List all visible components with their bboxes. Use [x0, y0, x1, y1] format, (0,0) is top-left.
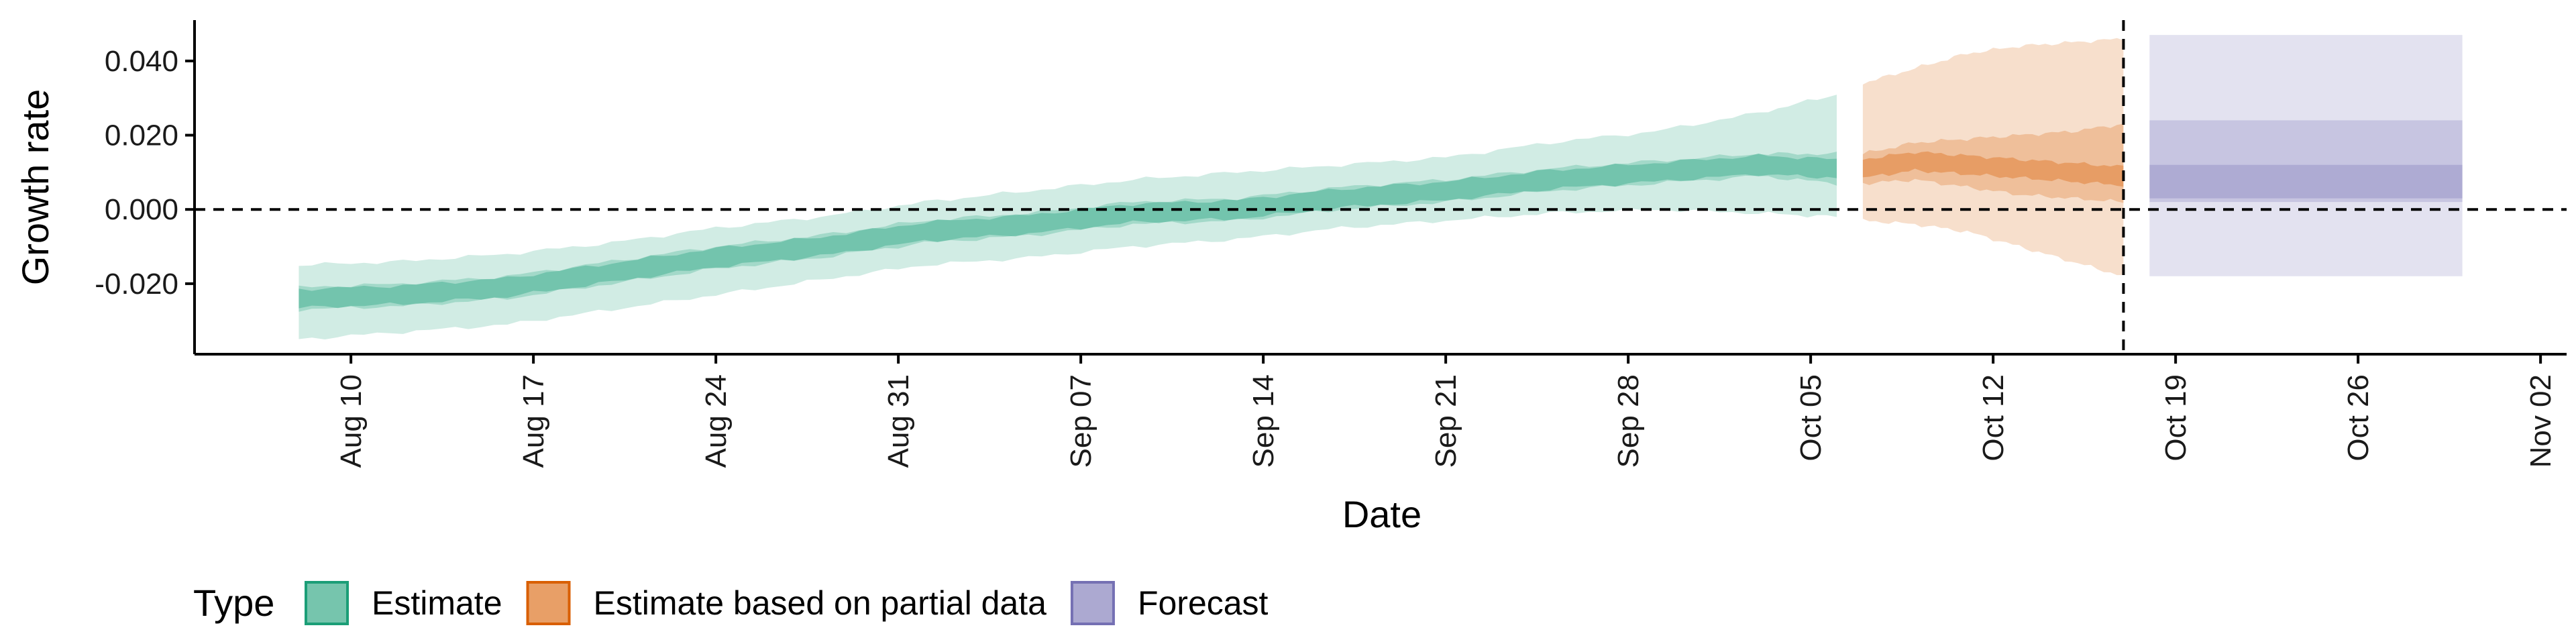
x-axis-title: Date [1342, 493, 1421, 535]
x-tick-label: Oct 05 [1794, 374, 1827, 462]
legend-label-estimate-based-on-partial-data: Estimate based on partial data [594, 584, 1047, 622]
x-tick-label: Aug 24 [700, 374, 733, 468]
legend-label-estimate: Estimate [372, 584, 502, 622]
band-90-estimate [299, 95, 1837, 339]
legend-key-estimate [305, 581, 349, 625]
band-50-estimate-based-on-partial-data [1862, 123, 2124, 203]
band-25-forecast [2149, 164, 2463, 199]
y-tick-label: -0.020 [95, 268, 178, 301]
y-axis-title: Growth rate [14, 89, 56, 286]
y-tick-label: 0.000 [105, 193, 178, 226]
band-90-estimate-based-on-partial-data [1862, 38, 2124, 276]
reference-lines [195, 20, 2567, 354]
legend-label-forecast: Forecast [1138, 584, 1269, 622]
legend: Type Estimate Estimate based on partial d… [193, 581, 1269, 625]
x-tick-label: Sep 07 [1065, 374, 1097, 468]
x-tick-label: Aug 10 [335, 374, 368, 468]
band-50-estimate [299, 152, 1837, 312]
band-median-estimate [299, 153, 1837, 309]
x-tick-label: Sep 14 [1247, 374, 1280, 468]
y-tick-label: 0.020 [105, 119, 178, 152]
legend-key-estimate-based-on-partial-data [526, 581, 571, 625]
x-ticks: Aug 10 Aug 17 Aug 24 Aug 31 Sep 07 Sep 14 Sep … [335, 354, 2557, 468]
axes [193, 20, 2567, 356]
x-tick-label: Nov 02 [2524, 374, 2557, 468]
y-tick-label: 0.040 [105, 45, 178, 78]
band-90-forecast [2149, 35, 2463, 276]
legend-key-forecast [1070, 581, 1115, 625]
x-tick-label: Aug 31 [882, 374, 915, 468]
band-median-estimate-based-on-partial-data [1862, 151, 2124, 187]
x-tick-label: Oct 26 [2342, 374, 2375, 462]
legend-title: Type [193, 582, 274, 624]
ribbon-layer [299, 35, 2463, 339]
x-tick-label: Sep 28 [1612, 374, 1645, 468]
x-tick-label: Oct 19 [2159, 374, 2192, 462]
band-50-forecast [2149, 120, 2463, 203]
x-tick-label: Oct 12 [1977, 374, 2010, 462]
y-ticks: -0.020 0.000 0.020 0.040 [95, 45, 195, 301]
x-tick-label: Sep 21 [1430, 374, 1462, 468]
x-tick-label: Aug 17 [517, 374, 550, 468]
